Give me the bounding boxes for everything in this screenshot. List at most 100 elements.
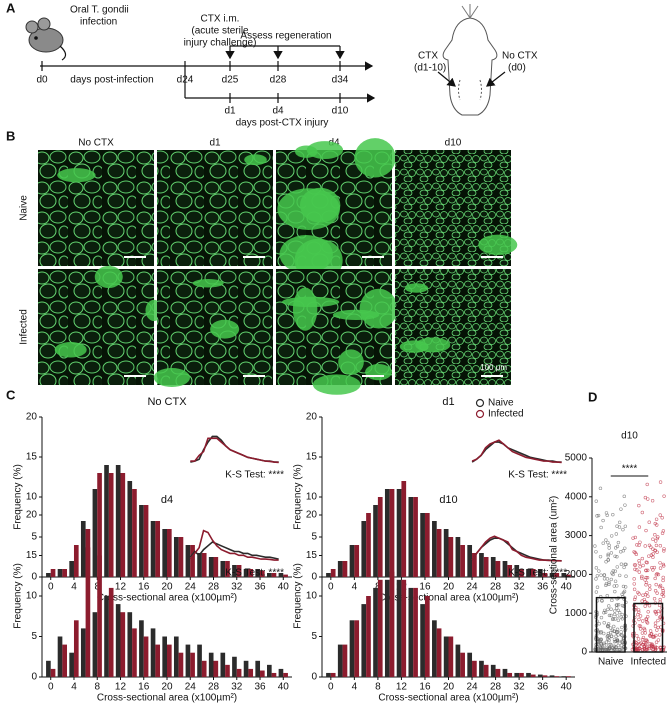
bar xyxy=(490,664,496,677)
y-tick-label: 4000 xyxy=(565,491,588,502)
scatter-dot xyxy=(641,593,645,597)
scatter-dot xyxy=(606,554,610,558)
x-tick-label: 40 xyxy=(278,582,290,593)
y-axis-label: Frequency (%) xyxy=(293,563,304,629)
scatter-dot xyxy=(604,583,608,588)
scatter-dot xyxy=(616,603,621,607)
scatter-dot xyxy=(637,543,641,547)
bar xyxy=(73,545,79,577)
scatter-dot xyxy=(656,609,661,613)
day-label: d4 xyxy=(272,106,284,117)
bar xyxy=(92,489,98,577)
mouse-outline xyxy=(437,4,506,116)
bar xyxy=(162,636,167,677)
y-tick-label: 10 xyxy=(26,492,38,503)
scatter-dot xyxy=(646,497,650,501)
scatter-dot xyxy=(658,544,663,548)
infection-text: Oral T. gondii xyxy=(70,5,129,16)
x-tick-label: 0 xyxy=(328,682,334,693)
legend-marker xyxy=(475,409,485,419)
fluorescent-region xyxy=(299,187,341,223)
bar xyxy=(490,557,496,577)
scatter-dot xyxy=(620,625,624,630)
fluorescent-region xyxy=(338,349,364,375)
annotation: K-S Test: **** xyxy=(225,470,284,481)
scatter-dot xyxy=(617,573,622,578)
micrograph xyxy=(157,150,273,266)
scatter-dot xyxy=(653,621,658,625)
day-label: d10 xyxy=(332,106,349,117)
scatter-dot xyxy=(655,628,659,632)
y-tick-label: 15 xyxy=(26,452,38,463)
scatter-dot xyxy=(658,513,662,517)
x-tick-label: 32 xyxy=(514,682,526,693)
scatter-dot xyxy=(599,630,603,634)
bar xyxy=(178,537,184,577)
x-tick-label: 32 xyxy=(231,582,243,593)
scatter-dot xyxy=(614,532,619,536)
x-tick-label: 24 xyxy=(466,582,478,593)
scatter-dot xyxy=(609,634,614,639)
bar xyxy=(178,652,184,677)
scatter-dot xyxy=(604,511,609,515)
scatter-dot xyxy=(609,577,613,582)
scatter-dot xyxy=(643,631,648,635)
x-tick-label: 28 xyxy=(490,582,502,593)
bar xyxy=(389,489,395,577)
scatter-dot xyxy=(654,573,659,577)
x-tick-label: 28 xyxy=(208,582,220,593)
scatter-dot xyxy=(651,555,655,559)
scatter-dot xyxy=(619,630,623,634)
bar xyxy=(566,676,571,677)
column-header: d10 xyxy=(445,138,462,149)
scatter-dot xyxy=(647,554,651,558)
bar xyxy=(190,652,195,677)
scatter-dot xyxy=(654,543,659,548)
micrograph xyxy=(395,269,511,385)
bar xyxy=(342,644,348,677)
scatter-dot xyxy=(599,643,604,647)
scatter-dot xyxy=(637,525,642,529)
fluorescent-region xyxy=(292,287,318,331)
bar xyxy=(57,569,63,577)
scatter-dot xyxy=(603,610,608,614)
scatter-dot xyxy=(634,552,639,556)
scatter-dot xyxy=(643,544,647,548)
x-tick-label: 12 xyxy=(115,582,127,593)
bar xyxy=(330,569,336,577)
scatter-dot xyxy=(599,573,603,577)
micrograph xyxy=(38,150,154,266)
bar xyxy=(514,565,520,577)
scatter-dot xyxy=(643,578,647,582)
bar xyxy=(243,569,249,577)
infection-text: infection xyxy=(80,17,117,28)
axis-caption: days post-CTX injury xyxy=(236,118,329,129)
bar xyxy=(185,644,191,677)
scatter-dot xyxy=(640,637,645,642)
bar xyxy=(384,579,390,677)
bar xyxy=(197,553,202,577)
scatter-dot xyxy=(623,524,628,528)
bar xyxy=(267,573,272,577)
scatter-dot xyxy=(636,590,640,595)
fluorescent-region xyxy=(153,368,191,387)
x-tick-label: 4 xyxy=(71,682,77,693)
scatter-dot xyxy=(604,538,608,542)
scatter-dot xyxy=(650,642,654,646)
bar xyxy=(46,573,51,577)
scatter-dot xyxy=(644,617,648,621)
scatter-dot xyxy=(596,513,601,518)
bar xyxy=(349,545,355,577)
scatter-dot xyxy=(600,648,605,652)
scatter-dot xyxy=(609,607,613,611)
ctx-text: injury challenge) xyxy=(184,38,257,49)
bar xyxy=(424,596,430,677)
bar xyxy=(150,521,156,577)
bar xyxy=(232,565,237,577)
bar xyxy=(132,628,137,677)
scatter-dot xyxy=(639,641,643,645)
scatter-dot xyxy=(619,643,624,648)
dot-bar-chart: d10 0 1000 2000 3000 4000 5000 Cross-sectional … xyxy=(549,431,667,668)
scatter-dot xyxy=(650,499,655,503)
